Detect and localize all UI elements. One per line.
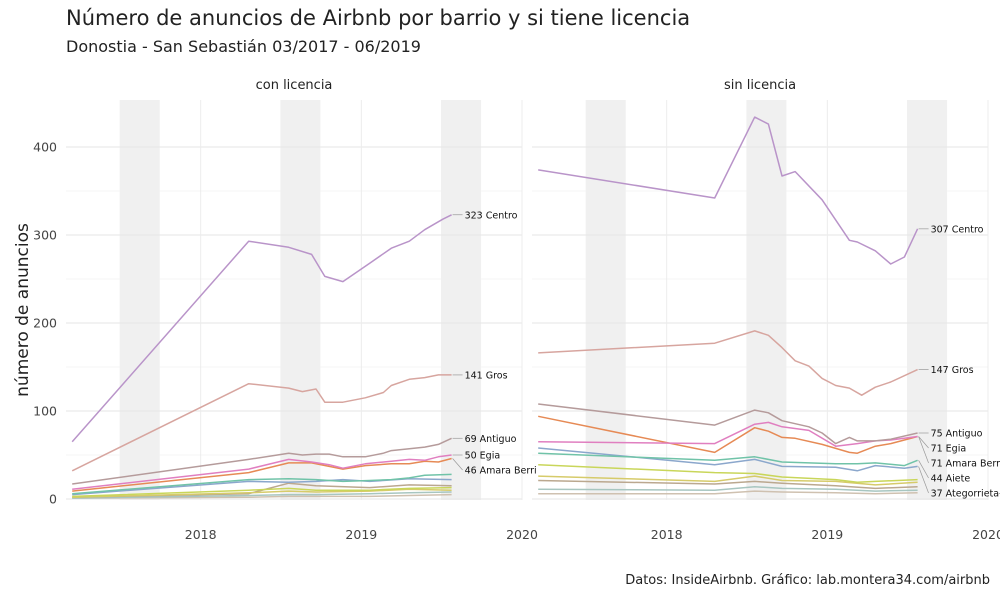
series-line-other-0 <box>72 493 452 499</box>
x-tick-label-2018: 2018 <box>185 527 217 542</box>
x-tick-label-2019: 2019 <box>811 527 843 542</box>
series-line-gros <box>538 330 918 396</box>
series-end-label: 37 Ategorrieta-Ulia <box>931 489 1000 500</box>
series-line-other-4 <box>538 463 918 484</box>
series-end-label: 147 Gros <box>931 365 974 376</box>
panel-con-licencia: 2018 2019 2020 con licencia 323 Centro 141 Gr… <box>66 78 538 542</box>
panel-title: sin licencia <box>724 78 796 93</box>
panel-title: con licencia <box>256 78 333 93</box>
series-line-other-3 <box>538 475 918 486</box>
y-axis: 0 100 200 300 400 <box>33 140 57 507</box>
y-tick-label-400: 400 <box>33 140 57 155</box>
x-tick-label-2020: 2020 <box>506 527 538 542</box>
series-line-other-2 <box>538 479 918 490</box>
x-tick-label-2018: 2018 <box>651 527 683 542</box>
series-end-label: 71 Amara Berri <box>931 459 1000 470</box>
series-line-other-2 <box>72 482 452 498</box>
label-leader <box>918 460 929 479</box>
shaded-period-2 <box>441 100 482 500</box>
chart-title: Número de anuncios de Airbnb por barrio … <box>66 6 691 30</box>
shaded-period-1 <box>280 100 321 500</box>
shaded-period-0 <box>585 100 626 500</box>
series-line-antiguo <box>72 437 452 485</box>
y-tick-label-0: 0 <box>49 492 57 507</box>
series-line-antiguo <box>538 403 918 445</box>
chart-caption: Datos: InsideAirbnb. Gráfico: lab.monter… <box>625 573 990 588</box>
panel-sin-licencia: 2018 2019 2020 sin licencia 307 Centro 147 Gr… <box>532 78 1000 542</box>
series-end-label: 46 Amara Berri <box>465 466 537 477</box>
y-tick-label-300: 300 <box>33 228 57 243</box>
series-end-label: 75 Antiguo <box>931 429 983 440</box>
chart-subtitle: Donostia - San Sebastián 03/2017 - 06/20… <box>66 37 421 56</box>
series-end-label: 71 Egia <box>931 444 967 455</box>
series-line-other-4 <box>72 486 452 498</box>
label-leader <box>918 436 929 464</box>
series-line-other-1 <box>538 485 918 492</box>
y-tick-label-100: 100 <box>33 404 57 419</box>
series-line-other-0 <box>538 490 918 495</box>
series-line-amara-berri <box>72 454 452 491</box>
shaded-period-1 <box>746 100 787 500</box>
series-line-centro <box>538 116 919 265</box>
y-tick-label-200: 200 <box>33 316 57 331</box>
series-end-label: 44 Aiete <box>931 474 971 485</box>
x-tick-label-2019: 2019 <box>345 527 377 542</box>
series-line-ategorrieta-ulia <box>538 447 918 472</box>
series-line-egia <box>538 415 918 454</box>
shaded-period-0 <box>119 100 160 500</box>
label-leader <box>918 466 929 494</box>
series-line-aiete <box>72 473 452 495</box>
series-end-label: 307 Centro <box>931 224 984 235</box>
series-line-aiete <box>538 452 918 467</box>
series-end-label: 141 Gros <box>465 370 508 381</box>
x-tick-label-2020: 2020 <box>972 527 1000 542</box>
series-end-label: 69 Antiguo <box>465 434 517 445</box>
series-end-label: 50 Egia <box>465 451 501 462</box>
series-line-other-1 <box>72 491 452 499</box>
series-end-label: 323 Centro <box>465 210 518 221</box>
series-line-gros <box>71 374 452 472</box>
label-leader <box>918 436 929 449</box>
label-leader <box>452 458 463 471</box>
series-line-egia <box>72 457 452 492</box>
series-line-centro <box>71 214 452 443</box>
shaded-period-2 <box>907 100 948 500</box>
series-line-other-3 <box>72 488 452 498</box>
